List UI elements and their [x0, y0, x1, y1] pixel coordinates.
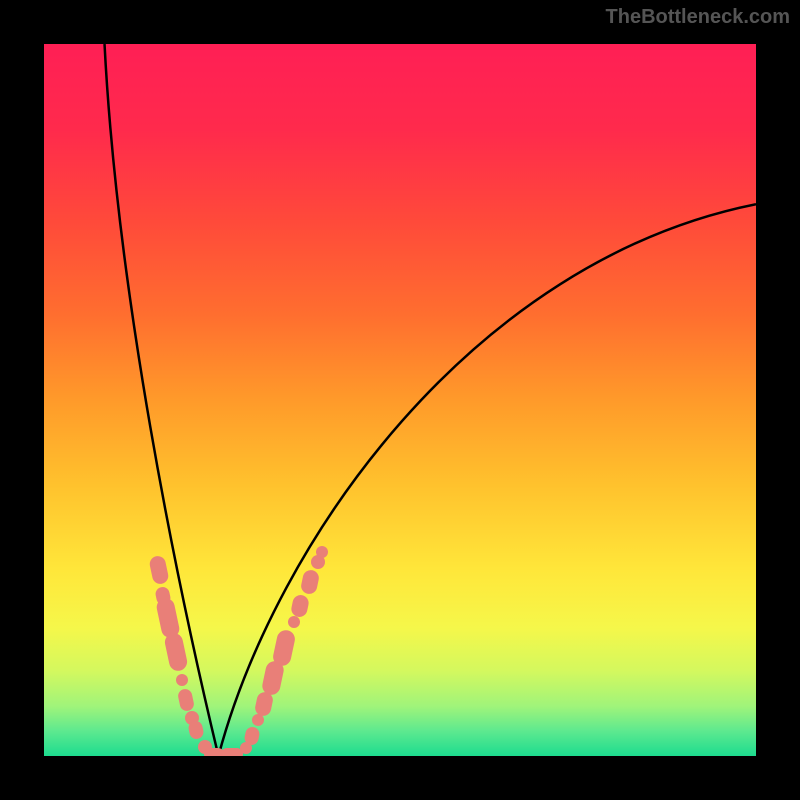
- bottleneck-chart-svg: [0, 0, 800, 800]
- chart-container: TheBottleneck.com: [0, 0, 800, 800]
- bead-dot: [288, 616, 300, 628]
- bead-dot: [176, 674, 188, 686]
- plot-background: [44, 44, 756, 756]
- watermark-text: TheBottleneck.com: [606, 6, 790, 29]
- bead-dot: [316, 546, 328, 558]
